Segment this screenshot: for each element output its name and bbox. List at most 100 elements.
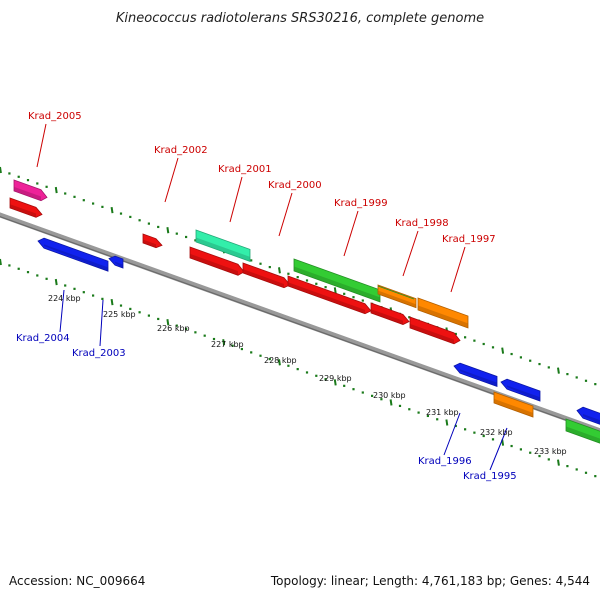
upper-tick-track-dot [185,235,188,239]
gene-krad-2005-shade [14,186,41,201]
gene-label-krad-1996: Krad_1996 [418,456,472,467]
upper-tick-track-dot [259,262,262,265]
upper-tick-track-dot [138,219,141,222]
lower-tick-track-dot [259,354,262,357]
upper-tick-track-dot [82,199,85,202]
gene-krad-1995 [493,391,534,418]
upper-tick-track-dot [566,373,569,376]
map-title: Kineococcus radiotolerans SRS30216, comp… [116,11,484,26]
lower-tick-track-dot [473,431,476,434]
gene-krad-2001-cds-shade [190,253,238,276]
lower-tick-track-dot [398,404,402,408]
lower-tick-track-dot [157,317,160,321]
upper-tick-track-dot [482,342,485,346]
lower-tick-track-major-tick [278,359,281,366]
scale-label: 231 kbp [426,408,459,417]
lower-tick-track-dot [315,374,318,377]
lower-tick-track-major-tick [389,399,393,406]
lower-tick-track-dot [352,388,355,391]
upper-tick-track-dot [64,192,67,195]
upper-tick-track-dot [92,202,95,205]
lower-tick-track-dot [436,418,439,421]
gene-krad-1998-green [377,285,415,300]
lower-tick-track-dot [138,311,141,314]
gene-krad-2004 [37,237,109,272]
lower-tick-track-dot [575,468,578,471]
gene-krad-1998-cds [370,302,410,325]
lower-tick-track-dot [231,344,234,347]
lower-tick-track-dot [212,337,216,341]
gene-label-krad-2001: Krad_2001 [218,164,272,175]
upper-tick-track-dot [8,172,11,175]
gene-krad-1997 [417,297,469,329]
leader-krad-2000 [278,192,293,237]
leader-krad-1997 [450,246,466,293]
lower-tick-track-dot [8,264,11,267]
lower-tick-track-dot [26,271,30,274]
upper-tick-track-dot [305,279,309,282]
gene-krad-2004-shade [44,244,108,272]
upper-tick-track-dot [324,286,327,289]
upper-tick-track-dot [454,332,457,336]
scale-label: 227 kbp [211,340,244,349]
upper-tick-track-major-tick [54,186,58,194]
upper-tick-track-dot [408,316,411,319]
lower-tick-track-dot [101,297,104,300]
lower-tick-track-dot [584,471,588,474]
gene-krad-1999-cds-shade [288,282,365,314]
upper-tick-track-dot [287,272,290,275]
leader-krad-2002 [164,157,179,203]
gene-label-krad-2003: Krad_2003 [72,348,126,359]
leader-krad-1998 [402,230,419,277]
lower-tick-track-dot [594,475,597,478]
upper-tick-track-dot [157,225,160,229]
upper-tick-track-dot [101,205,104,208]
upper-tick-track-dot [73,195,76,198]
lower-tick-track-dot [17,267,20,270]
lower-tick-track-major-tick [333,379,337,386]
upper-tick-track-major-tick [501,347,505,354]
lower-tick-track-major-tick [222,339,226,346]
lower-tick-track-dot [305,371,309,374]
lower-tick-track-dot [45,277,48,280]
lower-tick-track-dot [129,307,132,311]
upper-tick-track-dot [119,212,123,215]
upper-tick-track-major-tick [557,367,560,374]
gene-krad-1997-shade [418,305,468,328]
upper-tick-track-dot [296,276,299,279]
lower-tick-track-dot [36,274,39,277]
upper-tick-track-dot [519,356,522,359]
lower-tick-track-dot [566,465,569,468]
upper-tick-track-dot [538,362,541,366]
lower-tick-track-dot [194,331,197,334]
lower-tick-track-dot [343,384,346,387]
gene-label-krad-1999: Krad_1999 [334,198,388,209]
lower-tick-track-dot [417,411,420,414]
gene-krad-2001-shade [196,237,250,262]
gene-krad-1999 [293,258,381,303]
lower-tick-track-dot [380,398,383,401]
gene-label-krad-1995: Krad_1995 [463,471,517,482]
upper-tick-track-dot [575,376,578,379]
lower-tick-track-dot [240,347,243,351]
lower-tick-track-dot [491,438,495,441]
lower-tick-track-dot [73,287,76,290]
upper-tick-track-dot [491,346,495,349]
gene-krad-1999-shade [294,266,380,302]
lower-tick-track-dot [482,434,485,438]
gene-krad-2003-shade [115,261,123,269]
label-leader-lines [36,123,508,471]
gene-krad-2005 [13,179,48,202]
scale-label: 225 kbp [103,310,136,319]
gene-label-krad-1997: Krad_1997 [442,234,496,245]
gene-krad-2000-shade [243,269,284,288]
gene-krad-1999-cds [287,275,372,315]
lower-tick-track-dot [147,314,150,317]
gene-krad-1993-shade [583,413,600,424]
gene-krad-2005-cds [9,197,43,218]
lower-tick-track-dot [529,451,532,454]
upper-tick-track-dot [473,339,476,342]
gene-krad-2000 [242,262,291,289]
gene-krad-1996b [500,378,541,402]
